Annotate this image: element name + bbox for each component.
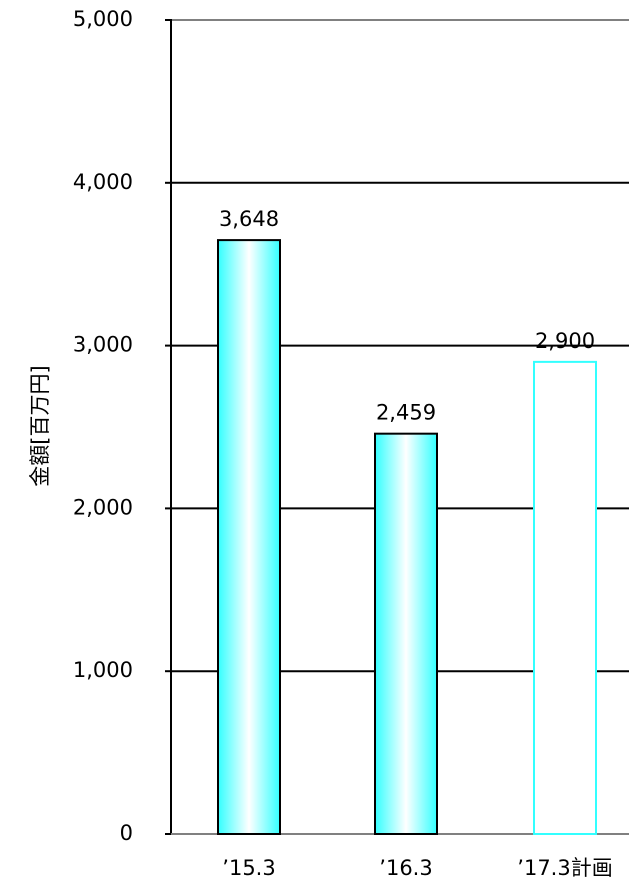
y-tick-label: 2,000 [73,495,133,519]
x-tick-label: ’16.3 [379,856,432,880]
x-tick-label: ’15.3 [222,856,275,880]
y-tick-label: 5,000 [73,7,133,31]
y-tick-label: 3,000 [73,333,133,357]
bar [217,239,281,836]
data-label: 2,900 [535,329,595,353]
data-label: 2,459 [376,401,436,425]
x-tick-label: ’17.3計画 [517,856,612,880]
y-tick-label: 0 [120,821,133,845]
data-label: 3,648 [219,207,279,231]
bar [533,360,597,835]
bar [374,432,438,835]
y-tick-label: 4,000 [73,170,133,194]
y-axis-title: 金額[百万円] [28,365,52,486]
y-tick-label: 1,000 [73,658,133,682]
